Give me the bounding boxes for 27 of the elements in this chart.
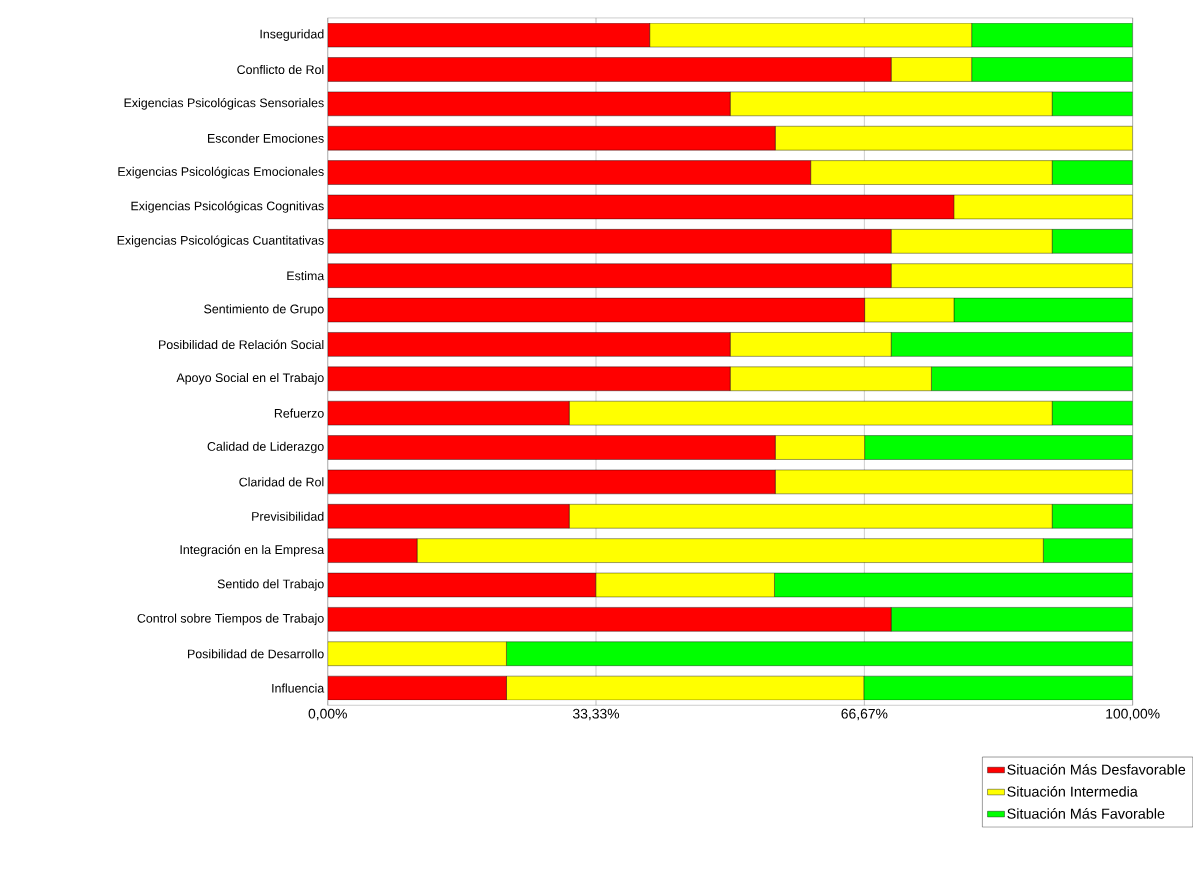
y-tick-label: Conflicto de Rol [237, 65, 324, 75]
y-tick-label: Exigencias Psicológicas Cuantitativas [117, 235, 324, 248]
y-tick-label: Exigencias Psicológicas Sensoriales [124, 98, 324, 110]
x-tick-label: 0,00% [308, 708, 347, 721]
y-tick-label: Estima [287, 271, 325, 281]
y-tick-label: Inseguridad [260, 29, 324, 42]
legend-label: Situación Más Desfavorable [1007, 764, 1186, 775]
y-tick-label: Exigencias Psicológicas Cognitivas [131, 201, 324, 213]
y-tick-label: Previsibilidad [252, 511, 324, 521]
legend-label: Situación Más Favorable [1007, 808, 1165, 819]
y-tick-label: Posibilidad de Relación Social [159, 339, 324, 350]
y-tick-label: Refuerzo [274, 408, 324, 418]
y-tick-label: Influencia [272, 683, 325, 693]
y-tick-label: Sentimiento de Grupo [204, 304, 324, 317]
y-tick-label: Calidad de Liderazgo [207, 441, 324, 454]
x-tick-label: 100,00% [1106, 708, 1160, 721]
y-tick-label: Esconder Emociones [208, 133, 324, 143]
legend-label: Situación Intermedia [1007, 786, 1138, 797]
y-tick-label: Apoyo Social en el Trabajo [176, 373, 324, 385]
y-tick-label: Claridad de Rol [239, 477, 324, 487]
y-tick-label: Exigencias Psicológicas Emocionales [118, 166, 324, 179]
x-tick-label: 66,67% [841, 708, 888, 721]
x-tick-label: 33,33% [572, 708, 620, 721]
y-tick-label: Control sobre Tiempos de Trabajo [137, 613, 324, 626]
y-tick-label: Posibilidad de Desarrollo [188, 649, 324, 659]
y-tick-label: Integración en la Empresa [180, 544, 325, 557]
y-tick-label: Sentido del Trabajo [217, 579, 324, 591]
